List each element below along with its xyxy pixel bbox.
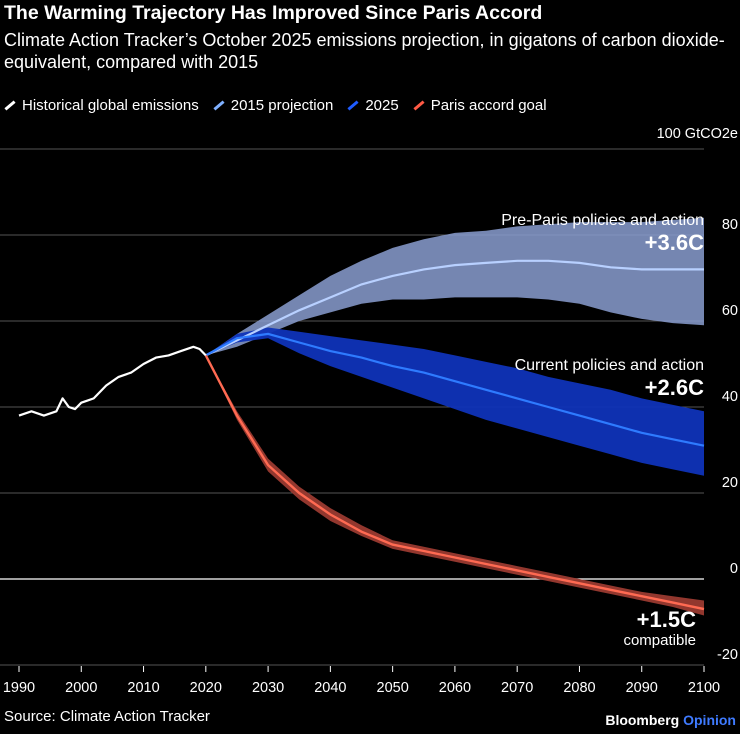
band-layer (205, 217, 705, 616)
chart-title: The Warming Trajectory Has Improved Sinc… (4, 2, 543, 24)
annotation-paris-value: +1.5C (637, 607, 696, 632)
y-tick-label-0: 0 (730, 561, 738, 577)
y-unit-label: 100 GtCO2e (657, 126, 738, 142)
y-tick-label-60: 60 (722, 303, 738, 319)
legend-item-2025: 2025 (347, 97, 399, 114)
legend-label-2015-projection: 2015 projection (230, 97, 334, 114)
line-paris-goal (204, 354, 705, 611)
x-tick-label-2050: 2050 (377, 680, 409, 696)
line-2015-projection (205, 259, 704, 357)
y-tick-label-40: 40 (722, 389, 738, 405)
legend-item-historical: Historical global emissions (4, 97, 199, 114)
x-tick-label-2080: 2080 (563, 680, 595, 696)
annotation-preparis-value: +3.6C (645, 230, 704, 255)
annotation-preparis-text: Pre-Paris policies and action (501, 212, 704, 229)
legend-label-historical: Historical global emissions (22, 97, 199, 114)
legend-item-2015-projection: 2015 projection (213, 97, 334, 114)
source-note: Source: Climate Action Tracker (4, 708, 210, 725)
legend: Historical global emissions 2015 project… (4, 97, 547, 114)
band-current-policies (205, 327, 705, 476)
x-tick-label-2070: 2070 (501, 680, 533, 696)
legend-label-2025: 2025 (365, 97, 399, 114)
line-historical-emissions (18, 345, 207, 417)
line-layer (18, 259, 705, 611)
brand-logo: Bloomberg Opinion (605, 712, 736, 728)
chart-subtitle: Climate Action Tracker’s October 2025 em… (4, 30, 725, 72)
annotation-paris-text: compatible (623, 632, 696, 649)
x-tick-label-2000: 2000 (65, 680, 97, 696)
annotation-current-value: +2.6C (645, 375, 704, 400)
x-tick-label-2090: 2090 (626, 680, 658, 696)
x-tick-label-2030: 2030 (252, 680, 284, 696)
x-tick-label-2060: 2060 (439, 680, 471, 696)
x-tick-label-2100: 2100 (688, 680, 720, 696)
y-tick-label-80: 80 (722, 217, 738, 233)
brand-main: Bloomberg (605, 712, 680, 728)
x-tick-label-2040: 2040 (314, 680, 346, 696)
y-tick-label--20: -20 (717, 647, 738, 663)
band-2015-projection (205, 217, 705, 356)
x-tick-label-2020: 2020 (190, 680, 222, 696)
legend-item-paris: Paris accord goal (413, 97, 547, 114)
legend-label-paris: Paris accord goal (430, 97, 547, 114)
annotation-current-text: Current policies and action (515, 357, 704, 374)
brand-accent: Opinion (683, 712, 736, 728)
y-tick-label-20: 20 (722, 475, 738, 491)
x-tick-label-1990: 1990 (3, 680, 35, 696)
line-current-policies (205, 332, 705, 447)
x-tick-label-2010: 2010 (127, 680, 159, 696)
